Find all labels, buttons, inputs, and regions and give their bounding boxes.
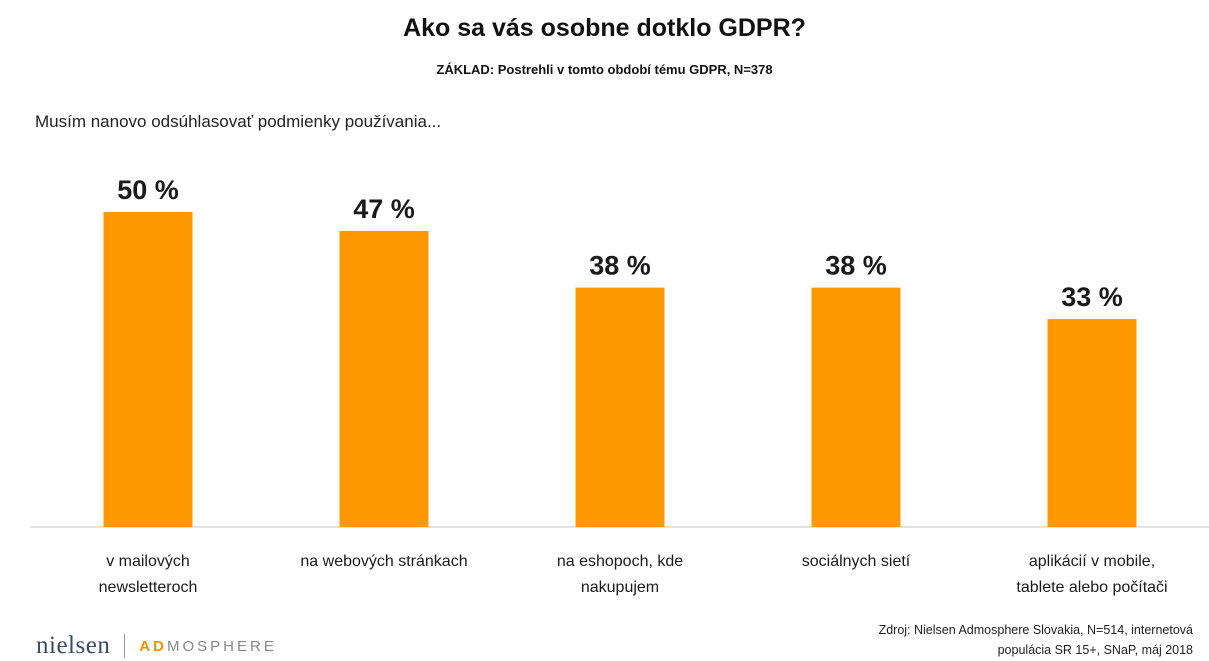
bar-3	[811, 287, 901, 527]
category-label-line: tablete alebo počítači	[1016, 579, 1167, 596]
category-label-line: na webových stránkach	[300, 553, 467, 570]
category-label-line: sociálnych sietí	[802, 553, 911, 570]
bar-1	[339, 230, 429, 527]
data-label-4: 33 %	[1061, 282, 1123, 312]
category-label-0: v mailových newsletteroch	[99, 553, 198, 596]
data-label-3: 38 %	[825, 251, 887, 281]
logo-divider	[124, 634, 126, 658]
category-label-line: v mailových	[106, 553, 190, 570]
category-label-line: aplikácií v mobile,	[1029, 553, 1155, 570]
question-text: Musím nanovo odsúhlasovať podmienky použ…	[35, 112, 442, 131]
source-line-1: Zdroj: Nielsen Admosphere Slovakia, N=51…	[878, 623, 1193, 637]
category-label-line: newsletteroch	[99, 579, 198, 596]
category-label-3: sociálnych sietí	[802, 553, 911, 570]
category-label-line: nakupujem	[581, 579, 659, 596]
source-line-2: populácia SR 15+, SNaP, máj 2018	[997, 643, 1193, 657]
category-label-4: aplikácií v mobile, tablete alebo počítač…	[1016, 553, 1167, 596]
data-label-1: 47 %	[353, 194, 415, 224]
bar-2	[575, 287, 665, 527]
category-label-line: na eshopoch, kde	[557, 553, 683, 570]
data-label-0: 50 %	[117, 175, 179, 205]
category-label-1: na webových stránkach	[300, 553, 467, 570]
category-label-2: na eshopoch, kde nakupujem	[557, 553, 683, 596]
bar-4	[1047, 319, 1137, 527]
source-note: Zdroj: Nielsen Admosphere Slovakia, N=51…	[723, 620, 1193, 660]
chart-title: Ako sa vás osobne dotklo GDPR?	[403, 14, 806, 42]
chart-subtitle: ZÁKLAD: Postrehli v tomto období tému GD…	[436, 62, 773, 77]
admosphere-logo-mosphere: MOSPHERE	[167, 637, 277, 655]
footer-logos: nielsen AD MOSPHERE	[36, 632, 277, 660]
nielsen-logo: nielsen	[36, 632, 111, 659]
admosphere-logo-ad: AD	[139, 637, 167, 655]
bar-0	[103, 212, 193, 527]
data-label-2: 38 %	[589, 251, 651, 281]
